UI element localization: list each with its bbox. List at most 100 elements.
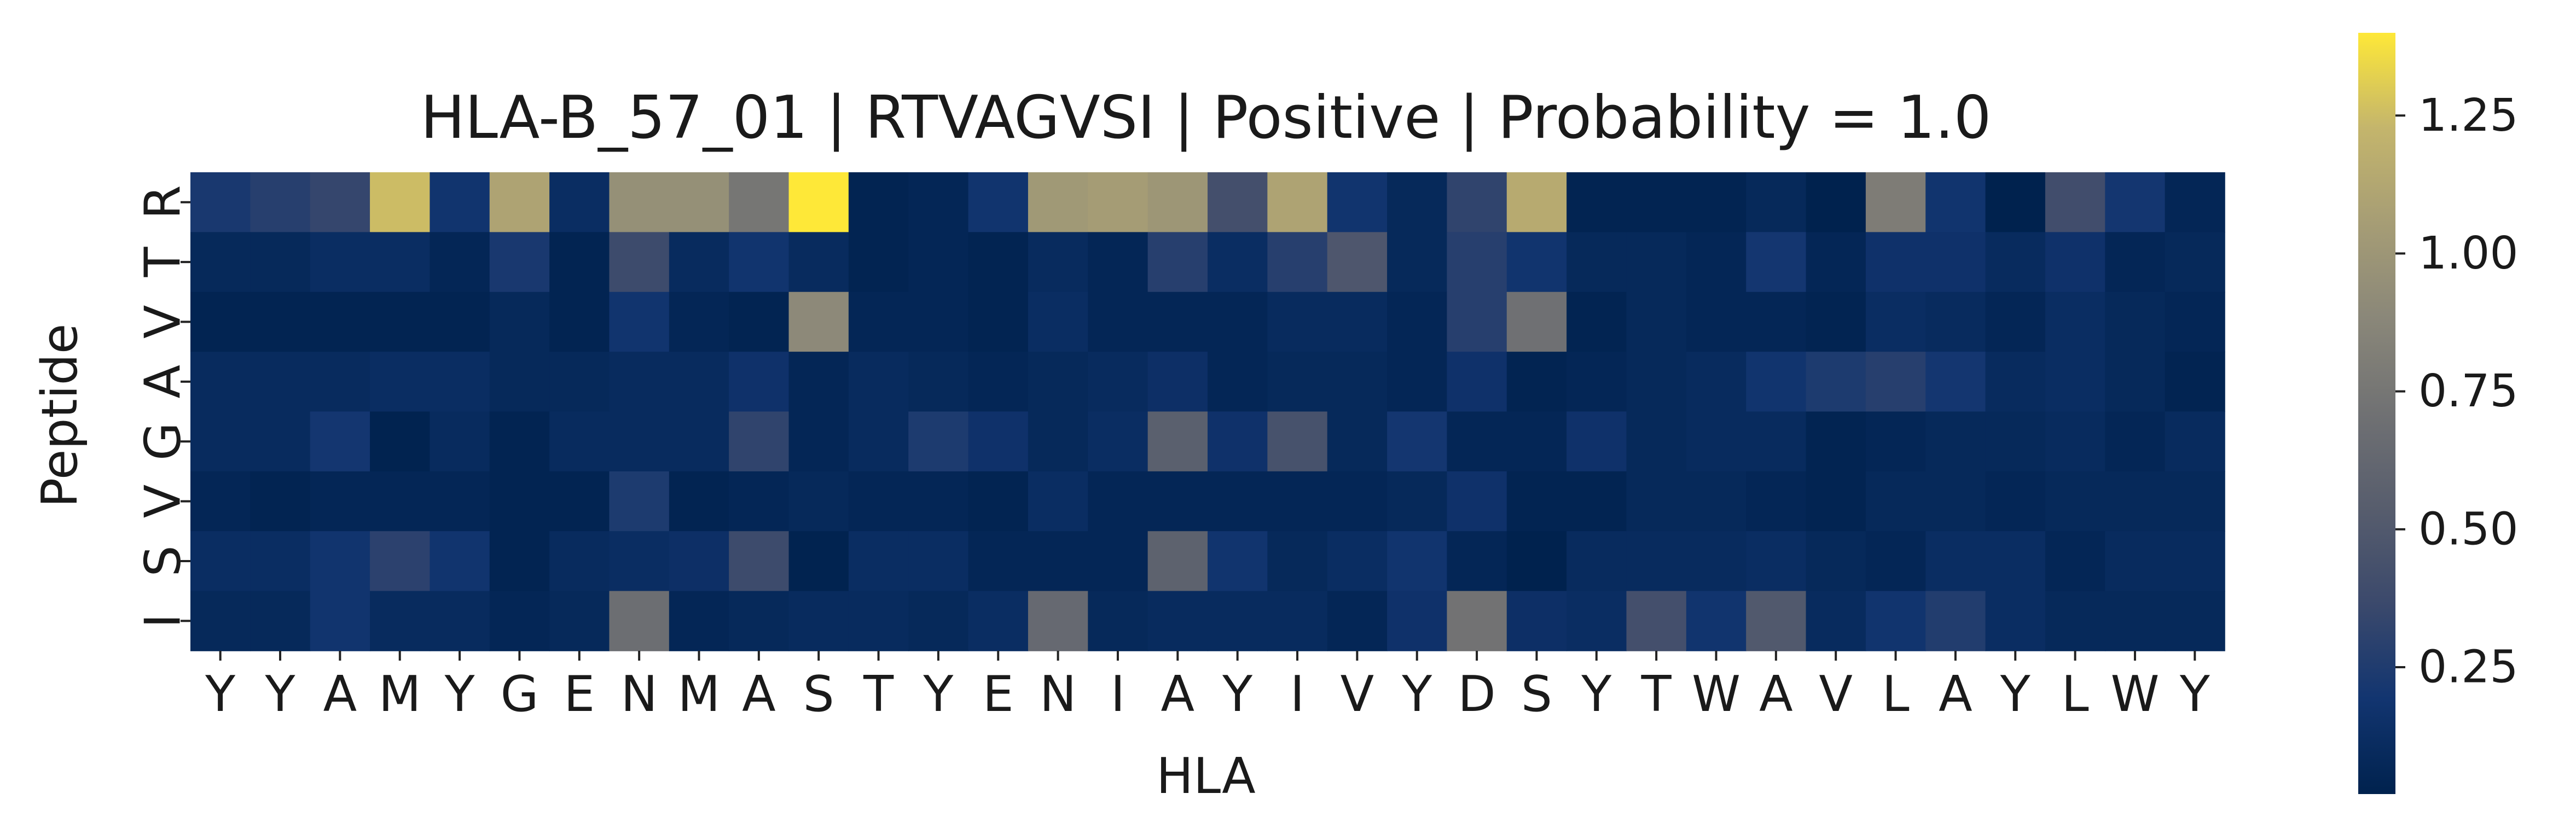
- x-tick-label: S: [1521, 666, 1552, 723]
- heatmap-cell: [1088, 172, 1148, 233]
- heatmap-cell: [430, 591, 490, 651]
- heatmap-cell: [908, 591, 969, 651]
- x-tick-label: L: [2062, 666, 2089, 723]
- heatmap-cell: [1686, 291, 1747, 352]
- heatmap-cell: [250, 172, 311, 233]
- heatmap-cell: [1865, 471, 1927, 532]
- heatmap-cell: [250, 352, 311, 412]
- x-tick-label: M: [379, 666, 421, 723]
- heatmap-cell: [1686, 352, 1747, 412]
- colorbar-tick-label: 1.00: [2418, 228, 2519, 279]
- heatmap-cell: [1327, 591, 1388, 651]
- heatmap-cell: [549, 291, 610, 352]
- heatmap-cell: [1208, 471, 1268, 532]
- heatmap-cell: [1088, 352, 1148, 412]
- heatmap-cell: [1387, 411, 1448, 472]
- x-tick-label: Y: [1581, 666, 1612, 723]
- heatmap-cell: [1626, 232, 1687, 293]
- heatmap-cell: [2165, 352, 2225, 412]
- heatmap-cell: [489, 352, 550, 412]
- heatmap-cell: [1865, 411, 1927, 472]
- heatmap-cell: [430, 471, 490, 532]
- heatmap-cell: [908, 291, 969, 352]
- heatmap-cell: [1267, 352, 1328, 412]
- heatmap-cell: [1746, 172, 1807, 233]
- heatmap-cell: [430, 411, 490, 472]
- heatmap-cell: [2045, 471, 2106, 532]
- colorbar-ticks: 0.25 0.50 0.75 1.00 1.25: [2395, 90, 2519, 693]
- colorbar: [2358, 33, 2395, 794]
- heatmap-cell: [1506, 471, 1567, 532]
- heatmap-cell: [729, 411, 790, 472]
- heatmap-cell: [1088, 471, 1148, 532]
- heatmap-cell: [1686, 531, 1747, 592]
- heatmap-cell: [549, 471, 610, 532]
- x-tick-label: W: [2110, 666, 2159, 723]
- heatmap-cell: [1985, 232, 2046, 293]
- heatmap-cell: [549, 172, 610, 233]
- heatmap-cell: [908, 232, 969, 293]
- heatmap-cell: [1147, 531, 1208, 592]
- heatmap-cell: [729, 471, 790, 532]
- heatmap-cell: [190, 232, 251, 293]
- heatmap-cell: [1746, 591, 1807, 651]
- heatmap-cell: [2165, 531, 2225, 592]
- heatmap-cell: [1028, 471, 1089, 532]
- heatmap-cell: [729, 352, 790, 412]
- heatmap-cell: [1208, 232, 1268, 293]
- heatmap-cell: [190, 591, 251, 651]
- x-tick-label: A: [742, 666, 776, 723]
- heatmap-cell: [1267, 471, 1328, 532]
- heatmap-cell: [1925, 591, 1986, 651]
- heatmap-cell: [190, 291, 251, 352]
- heatmap-cell: [1925, 531, 1986, 592]
- y-tick-label: T: [134, 247, 192, 278]
- heatmap-cell: [549, 352, 610, 412]
- heatmap-cell: [489, 291, 550, 352]
- heatmap-cell: [1147, 172, 1208, 233]
- colorbar-tick-label: 1.25: [2418, 90, 2519, 142]
- colorbar-tick-label: 0.25: [2418, 641, 2519, 693]
- y-tick-label: A: [134, 365, 192, 399]
- heatmap-cell: [1028, 291, 1089, 352]
- heatmap-cell: [1925, 352, 1986, 412]
- heatmap-cell: [1267, 531, 1328, 592]
- heatmap-cell: [2165, 471, 2225, 532]
- x-tick-label: V: [1341, 666, 1374, 723]
- heatmap-cell: [489, 471, 550, 532]
- heatmap-cell: [1088, 411, 1148, 472]
- heatmap-cell: [1267, 411, 1328, 472]
- heatmap-cell: [1088, 232, 1148, 293]
- heatmap-cell: [2105, 232, 2166, 293]
- heatmap-cell: [609, 232, 670, 293]
- heatmap-cell: [1686, 591, 1747, 651]
- heatmap-cell: [370, 291, 431, 352]
- heatmap-cell: [370, 471, 431, 532]
- heatmap-cell: [848, 352, 909, 412]
- heatmap-cell: [1447, 352, 1507, 412]
- heatmap-cell: [1865, 172, 1927, 233]
- x-tick-label: I: [1290, 666, 1305, 723]
- heatmap-cell: [310, 471, 370, 532]
- heatmap-cell: [669, 172, 729, 233]
- y-tick-label: V: [134, 305, 192, 339]
- colorbar-tick-label: 0.75: [2418, 365, 2519, 417]
- heatmap-cell: [190, 531, 251, 592]
- heatmap-cell: [310, 531, 370, 592]
- heatmap-cell: [1327, 471, 1388, 532]
- heatmap-cell: [489, 531, 550, 592]
- heatmap-cell: [489, 591, 550, 651]
- heatmap-cell: [908, 352, 969, 412]
- heatmap-cell: [788, 232, 849, 293]
- heatmap-cell: [2165, 172, 2225, 233]
- heatmap-cell: [1447, 591, 1507, 651]
- x-tick-label: Y: [265, 666, 296, 723]
- heatmap-cell: [1626, 291, 1687, 352]
- heatmap-cell: [250, 531, 311, 592]
- heatmap-cell: [1686, 411, 1747, 472]
- heatmap-cell: [190, 471, 251, 532]
- heatmap-cell: [848, 411, 909, 472]
- heatmap-cell: [1147, 352, 1208, 412]
